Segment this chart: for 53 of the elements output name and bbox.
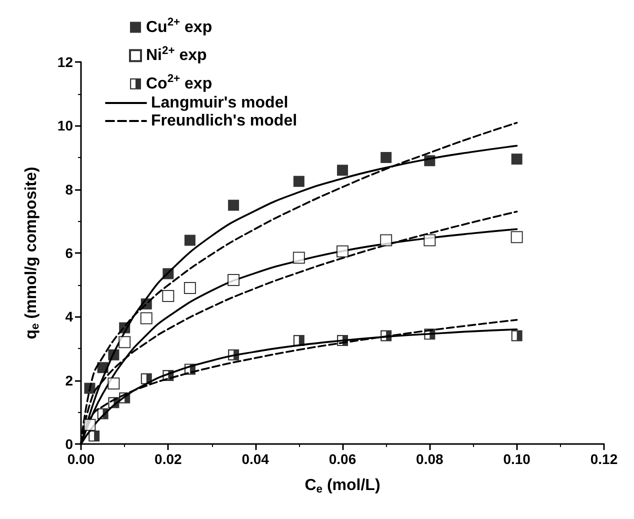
x-tick-label: 0.02 [154, 451, 182, 467]
point [119, 322, 130, 334]
x-tick-label: 0.12 [590, 451, 618, 467]
point [84, 418, 96, 431]
point [511, 154, 522, 165]
point [511, 330, 522, 342]
point [162, 268, 174, 280]
point [84, 382, 96, 394]
point [108, 397, 120, 408]
point [293, 335, 304, 346]
point [140, 312, 152, 324]
point [119, 392, 130, 404]
point [424, 234, 436, 246]
x-tick-label: 0.06 [328, 451, 356, 467]
y-axis-title: qe (mmol/g composite) [23, 166, 42, 340]
point [380, 234, 392, 246]
point [184, 234, 196, 246]
y-tick-label: 8 [65, 181, 74, 198]
point [228, 349, 240, 360]
x-tick-label: 0.00 [67, 451, 95, 467]
point [424, 155, 436, 166]
point [162, 370, 174, 382]
point [336, 245, 348, 258]
legend-label: Freundlich's model [151, 112, 298, 130]
y-tick-label: 12 [57, 54, 74, 70]
y-tick-label: 10 [57, 118, 74, 134]
point [140, 373, 152, 384]
point [228, 274, 240, 286]
point [118, 336, 131, 348]
point [380, 152, 392, 163]
point [337, 335, 348, 346]
y-tick-label: 4 [65, 308, 74, 325]
point [380, 330, 392, 342]
point [510, 231, 523, 244]
x-tick-label: 0.04 [242, 451, 270, 467]
x-tick-label: 0.08 [416, 451, 444, 467]
point [140, 298, 152, 310]
y-tick-label: 0 [65, 436, 74, 452]
y-tick-label: 2 [65, 372, 74, 388]
point [292, 252, 305, 264]
point [337, 164, 348, 176]
point [97, 408, 108, 420]
point [108, 349, 120, 360]
point [184, 364, 196, 375]
y-tick-label: 6 [65, 245, 74, 261]
point [228, 200, 240, 211]
point [88, 430, 100, 442]
point [108, 378, 120, 390]
point [293, 176, 304, 187]
point [424, 328, 436, 340]
x-tick-label: 0.10 [503, 451, 531, 467]
point [97, 362, 108, 374]
legend-label: Langmuir's model [151, 94, 288, 112]
